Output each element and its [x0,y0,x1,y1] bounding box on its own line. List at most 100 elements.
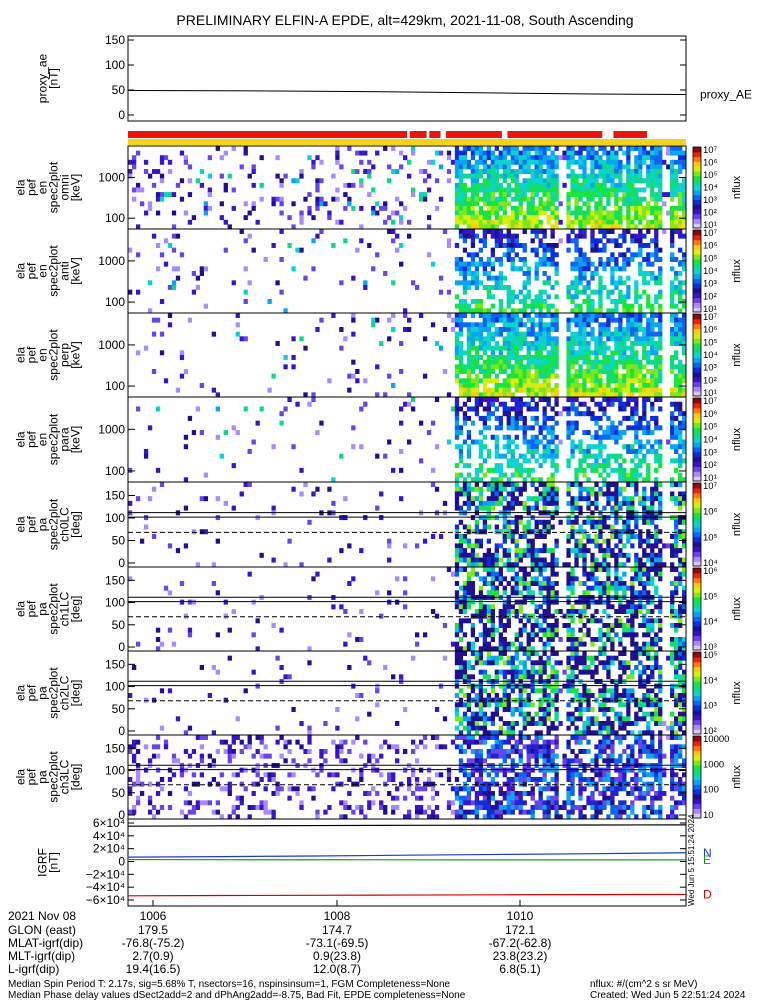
spectrogram-cell [399,496,404,502]
spectrogram-cell [490,576,495,582]
spectrogram-cell [542,496,547,502]
spectrogram-cell [682,196,687,202]
spectrogram-cell [614,571,619,577]
spectrogram-cell [494,327,499,332]
spectrogram-cell [558,660,563,666]
spectrogram-cell [626,524,631,530]
spectrogram-cell [542,341,547,346]
spectrogram-cell [618,275,623,281]
spectrogram-cell [490,350,495,356]
spectrogram-cell [498,651,503,656]
spectrogram-cell [658,397,663,403]
spectrogram-cell [534,182,539,188]
spectrogram-cell [462,392,468,398]
spectrogram-cell [550,303,555,309]
spectrogram-cell [482,524,488,530]
spectrogram-cell [526,196,531,202]
spectrogram-cell [650,313,655,318]
spectrogram-cell [554,434,559,440]
spectrogram-cell [642,392,647,398]
spectrogram-cell [518,201,523,207]
spectrogram-cell [470,322,476,328]
spectrogram-cell [482,378,488,384]
spectrogram-cell [510,345,515,351]
spectrogram-cell [375,590,380,596]
spectrogram-cell [586,178,591,184]
spectrogram-cell [638,219,643,225]
spectrogram-cell [219,201,224,207]
spectrogram-cell [454,336,460,342]
spectrogram-cell [630,477,635,483]
spectrogram-cell [578,331,583,337]
spectrogram-cell [518,411,523,417]
spectrogram-cell [482,702,488,708]
spectrogram-cell [454,571,460,577]
spectrogram-cell [514,434,519,440]
spectrogram-cell [586,345,591,351]
spectrogram-cell [594,585,599,591]
spectrogram-cell [566,205,571,211]
spectrogram-cell [678,444,683,450]
spectrogram-cell [638,609,643,614]
spectrogram-cell [586,369,591,374]
spectrogram-cell [610,210,615,216]
spectrogram-cell [159,688,165,694]
spectrogram-cell [594,369,599,374]
spectrogram-cell [506,243,511,248]
spectrogram-cell [550,387,555,393]
spectrogram-cell [506,524,511,530]
spectrogram-cell [670,257,675,262]
spectrogram-cell [554,359,559,365]
spectrogram-cell [606,725,611,731]
spectrogram-cell [642,387,647,393]
spectrogram-cell [642,155,647,161]
spectrogram-cell [546,613,551,619]
spectrogram-cell [506,623,511,628]
spectrogram-cell [279,257,284,262]
spectrogram-cell [167,192,173,198]
spectrogram-cell [658,155,663,161]
spectrogram-cell [674,590,679,596]
spectrogram-cell [239,336,244,342]
spectrogram-cell [638,205,643,211]
spectrogram-cell [474,496,480,502]
spectrogram-cell [610,378,615,384]
spectrogram-cell [622,415,627,421]
spectrogram-cell [650,178,655,184]
spectrogram-cell [454,552,460,558]
spectrogram-cell [478,308,484,314]
spectrogram-cell [578,373,583,379]
spectrogram-cell [486,271,491,276]
spectrogram-cell [522,299,527,304]
spectrogram-cell [446,392,452,398]
spectrogram-cell [670,548,675,554]
spectrogram-cell [678,401,683,407]
spectrogram-cell [502,688,507,694]
spectrogram-cell [219,215,224,221]
spectrogram-cell [454,317,460,323]
spectrogram-cell [351,313,356,318]
spectrogram-cell [542,486,547,492]
spectrogram-cell [414,632,420,638]
spectrogram-cell [582,289,587,295]
spectrogram-cell [614,155,619,161]
spectrogram-cell [618,401,623,407]
spectrogram-cell [530,434,535,440]
spectrogram-cell [538,257,543,262]
spectrogram-cell [514,472,519,478]
spectrogram-cell [466,590,472,596]
spectrogram-cell [618,187,623,193]
spectrogram-cell [291,486,296,492]
spectrogram-cell [570,350,575,356]
spectrogram-cell [678,164,683,170]
spectrogram-cell [518,169,523,174]
spectrogram-cell [670,182,675,188]
spectrogram-cell [674,373,679,379]
spectrogram-cell [454,192,460,198]
spectrogram-cell [530,238,535,244]
spectrogram-cell [614,150,619,156]
spectrogram-cell [542,425,547,431]
spectrogram-cell [462,646,468,652]
spectrogram-cell [622,294,627,300]
spectrogram-cell [566,406,571,412]
